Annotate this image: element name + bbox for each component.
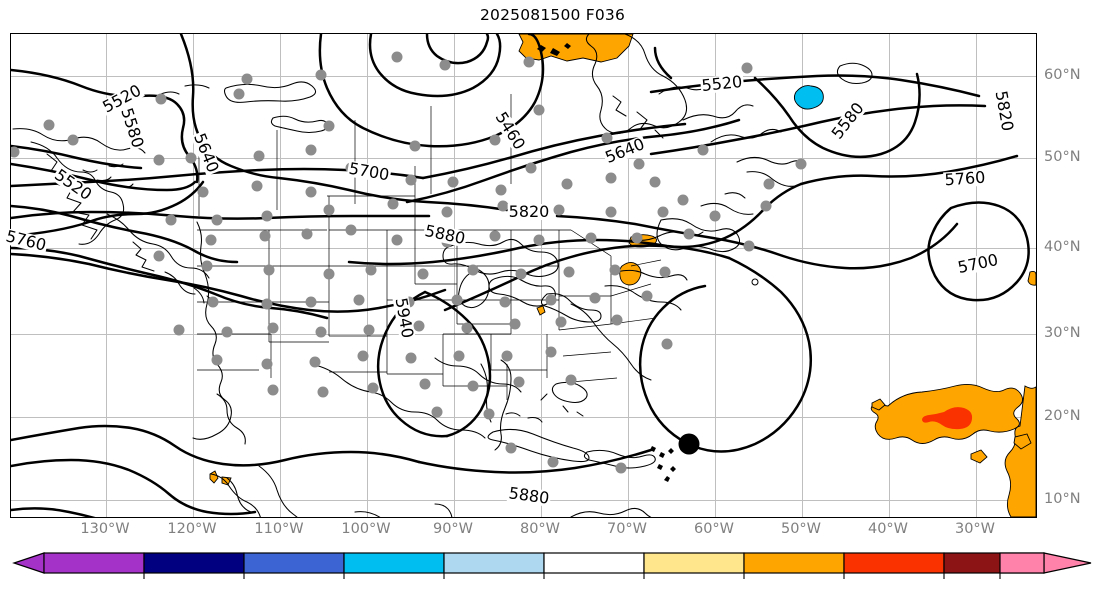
lon-tick-label: 30°W	[954, 521, 996, 537]
gridline-lat-50	[11, 158, 1036, 159]
map-canvas	[11, 34, 1036, 517]
station-markers-layer	[11, 51, 807, 474]
lon-tick-label: 120°W	[167, 521, 217, 537]
lon-tick-label: 80°W	[519, 521, 561, 537]
lon-tick-label: 70°W	[606, 521, 648, 537]
lat-tick-label: 30°N	[1044, 325, 1081, 341]
lon-tick-label: 130°W	[80, 521, 130, 537]
lat-tick-label: 20°N	[1044, 408, 1081, 424]
map-panel[interactable]	[10, 33, 1037, 518]
gridline-lon-130	[106, 34, 107, 517]
lon-tick-label: 110°W	[254, 521, 304, 537]
gridline-lat-20	[11, 417, 1036, 418]
contour-label: 5520	[699, 71, 745, 96]
contour-label: 5820	[507, 202, 551, 221]
gridline-lon-50	[802, 34, 803, 517]
shaded-anomaly-layer	[209, 34, 1036, 517]
gridline-lon-60	[715, 34, 716, 517]
lat-tick-label: 40°N	[1044, 239, 1081, 255]
gridline-lat-30	[11, 334, 1036, 335]
gridline-lon-100	[367, 34, 368, 517]
gridline-lat-40	[11, 248, 1036, 249]
gridline-lon-120	[193, 34, 194, 517]
highlighted-station-marker	[678, 433, 700, 455]
colorbar[interactable]: −0.90 −0.72 −0.54 −0.36 −0.18 0.18 0.36 …	[0, 548, 1105, 610]
lat-tick-label: 50°N	[1044, 149, 1081, 165]
colorbar-swatches	[12, 552, 1092, 579]
lat-tick-label: 10°N	[1044, 491, 1081, 507]
gridline-lon-110	[280, 34, 281, 517]
gridline-lon-40	[889, 34, 890, 517]
contour-label: 5760	[943, 167, 987, 190]
lon-tick-label: 50°W	[780, 521, 822, 537]
gridline-lat-60	[11, 76, 1036, 77]
colorbar-over-arrow	[1043, 552, 1092, 574]
lon-tick-label: 100°W	[341, 521, 391, 537]
gridline-lon-30	[976, 34, 977, 517]
lon-tick-label: 90°W	[432, 521, 474, 537]
gridline-lon-90	[454, 34, 455, 517]
lon-tick-label: 40°W	[867, 521, 909, 537]
gridline-lon-80	[541, 34, 542, 517]
chart-title: 2025081500 F036	[479, 6, 626, 24]
lon-tick-label: 60°W	[693, 521, 735, 537]
lat-tick-label: 60°N	[1044, 67, 1081, 83]
colorbar-under-arrow	[12, 552, 45, 574]
